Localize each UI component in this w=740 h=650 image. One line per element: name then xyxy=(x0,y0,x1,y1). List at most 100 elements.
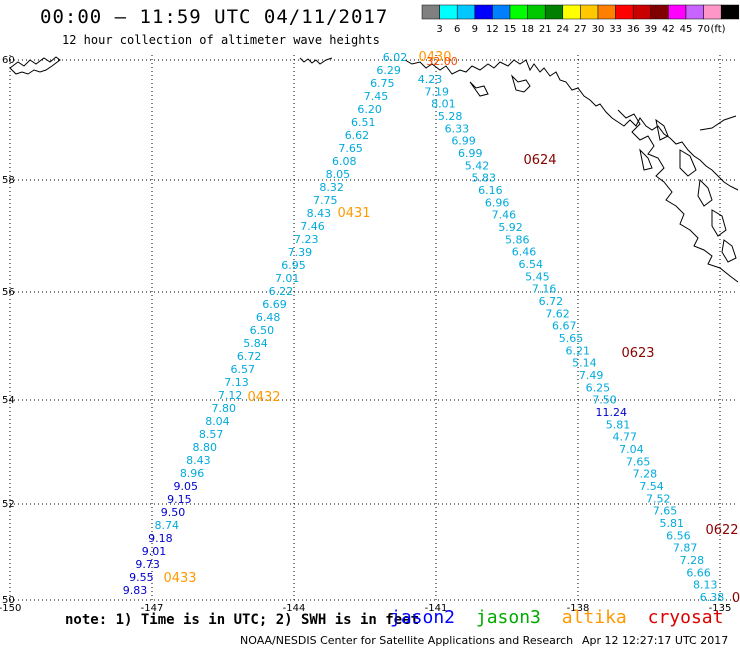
wave-height-value: 11.24 xyxy=(596,406,628,419)
legend-jason2: jason2 xyxy=(390,607,456,628)
wave-height-value: 8.96 xyxy=(180,467,205,480)
wave-height-value: 6.48 xyxy=(256,311,281,324)
wave-height-value: 6.46 xyxy=(512,246,537,259)
track-east: 4.237.198.015.286.336.996.995.425.836.16… xyxy=(418,73,725,604)
lon-tick-label: -138 xyxy=(567,603,590,614)
colorbar-label: 9 xyxy=(472,24,478,35)
coastline-inlet xyxy=(469,81,489,97)
wave-height-value: 7.28 xyxy=(633,468,658,481)
wave-height-value: 5.86 xyxy=(505,233,530,246)
credit-date: Apr 12 12:27:17 UTC 2017 xyxy=(582,634,729,647)
wave-height-value: 8.01 xyxy=(431,98,456,111)
coastline-alaska xyxy=(404,59,739,191)
wave-height-value: 7.19 xyxy=(424,85,449,98)
lon-tick-label: -147 xyxy=(141,603,164,614)
colorbar-label: 42 xyxy=(662,24,675,35)
footer-note: note: 1) Time is in UTC; 2) SWH is in fe… xyxy=(65,612,420,628)
colorbar-label: 21 xyxy=(539,24,552,35)
wave-height-value: 6.72 xyxy=(539,295,564,308)
wave-height-value: 6.96 xyxy=(485,196,510,209)
lat-tick-label: 60 xyxy=(2,55,15,66)
coastline-islands-4 xyxy=(721,239,737,263)
wave-height-value: 7.46 xyxy=(300,220,325,233)
colorbar-label: 27 xyxy=(574,24,587,35)
wave-height-value: 5.65 xyxy=(559,332,584,345)
colorbar-label: 39 xyxy=(644,24,657,35)
wave-height-value: 6.75 xyxy=(370,77,395,90)
coastline-northwest xyxy=(9,56,61,75)
coastline-islands-3 xyxy=(711,209,727,237)
wave-height-value: 8.13 xyxy=(693,579,718,592)
coastline-panhandle xyxy=(617,109,739,283)
wave-height-value: 9.01 xyxy=(142,545,167,558)
colorbar-swatch xyxy=(720,4,740,20)
wave-height-value: 6.69 xyxy=(262,298,287,311)
colorbar-label: 30 xyxy=(592,24,605,35)
wave-height-value: 32.00 xyxy=(426,55,458,68)
axis-labels: -150 -147 -144 -141 -138 -135 60 58 56 54 52 50 xyxy=(0,55,731,614)
wave-height-value: 6.67 xyxy=(552,320,577,333)
wave-height-value: 6.57 xyxy=(231,363,256,376)
time-labels: 0430 0431 0432 0433 0624 0623 0622 0 32.00 xyxy=(163,50,740,606)
wave-height-value: 6.56 xyxy=(666,529,691,542)
wave-height-value: 9.73 xyxy=(135,558,160,571)
wave-height-value: 7.28 xyxy=(680,554,705,567)
legend-jason3: jason3 xyxy=(475,607,541,628)
coastline xyxy=(9,56,739,283)
wave-height-value: 6.25 xyxy=(586,381,611,394)
colorbar-label: 33 xyxy=(609,24,622,35)
pass-time-label: 0432 xyxy=(247,390,280,405)
coastline-islands-1 xyxy=(679,149,697,177)
colorbar-label: 70 xyxy=(697,24,710,35)
wave-height-value: 8.57 xyxy=(199,428,224,441)
wave-height-value: 9.18 xyxy=(148,532,173,545)
wave-height-value: 5.92 xyxy=(498,221,523,234)
wave-height-value: 7.46 xyxy=(492,209,517,222)
wave-height-value: 9.50 xyxy=(161,506,186,519)
colorbar-label: 15 xyxy=(504,24,517,35)
map-title: 00:00 – 11:59 UTC 04/11/2017 xyxy=(40,6,389,28)
wave-height-value: 6.50 xyxy=(250,324,275,337)
wave-height-value: 8.43 xyxy=(307,207,332,220)
wave-height-value: 6.22 xyxy=(269,285,294,298)
wave-height-value: 7.23 xyxy=(294,233,319,246)
colorbar-label: 18 xyxy=(521,24,534,35)
lon-tick-label: -135 xyxy=(709,603,732,614)
wave-height-value: 6.72 xyxy=(237,350,262,363)
wave-height-value: 5.84 xyxy=(243,337,268,350)
wave-height-value: 7.75 xyxy=(313,194,338,207)
wave-height-value: 8.32 xyxy=(319,181,344,194)
pass-time-label: 0430 xyxy=(418,50,451,65)
wave-height-value: 4.77 xyxy=(612,431,637,444)
lat-tick-label: 56 xyxy=(2,287,15,298)
coastline-bay xyxy=(510,74,531,93)
credit-line: NOAA/NESDIS Center for Satellite Applica… xyxy=(240,634,574,647)
wave-height-value: 7.16 xyxy=(532,283,557,296)
coastline-islands-6 xyxy=(639,148,653,171)
wave-height-value: 8.05 xyxy=(326,168,351,181)
colorbar-label: 3 xyxy=(436,24,442,35)
wave-height-value: 6.16 xyxy=(478,184,503,197)
wave-height-value: 5.81 xyxy=(659,517,684,530)
wave-height-value: 8.43 xyxy=(186,454,211,467)
wave-height-value: 6.51 xyxy=(351,116,376,129)
wave-height-value: 6.66 xyxy=(686,566,711,579)
wave-height-value: 5.28 xyxy=(438,110,463,123)
wave-height-value: 7.65 xyxy=(338,142,363,155)
wave-height-value: 7.65 xyxy=(653,505,678,518)
wave-height-value: 5.83 xyxy=(471,172,496,185)
legend-altika: altika xyxy=(561,607,627,628)
wave-height-value: 7.52 xyxy=(646,492,671,505)
pass-time-label: 0623 xyxy=(621,346,654,361)
wave-height-value: 5.14 xyxy=(572,357,597,370)
wave-height-value: 8.04 xyxy=(205,415,230,428)
track-west: 6.026.296.757.456.206.516.627.656.088.05… xyxy=(123,51,408,597)
pass-time-label: 0624 xyxy=(523,153,556,168)
coastline-islands-5 xyxy=(655,118,669,141)
satellite-legend: jason2 jason3 altika cryosat s3a xyxy=(390,607,740,628)
wave-height-value: 6.95 xyxy=(281,259,306,272)
pass-time-label: 0622 xyxy=(705,523,738,538)
wave-height-value: 4.23 xyxy=(418,73,443,86)
wave-height-value: 5.45 xyxy=(525,270,550,283)
